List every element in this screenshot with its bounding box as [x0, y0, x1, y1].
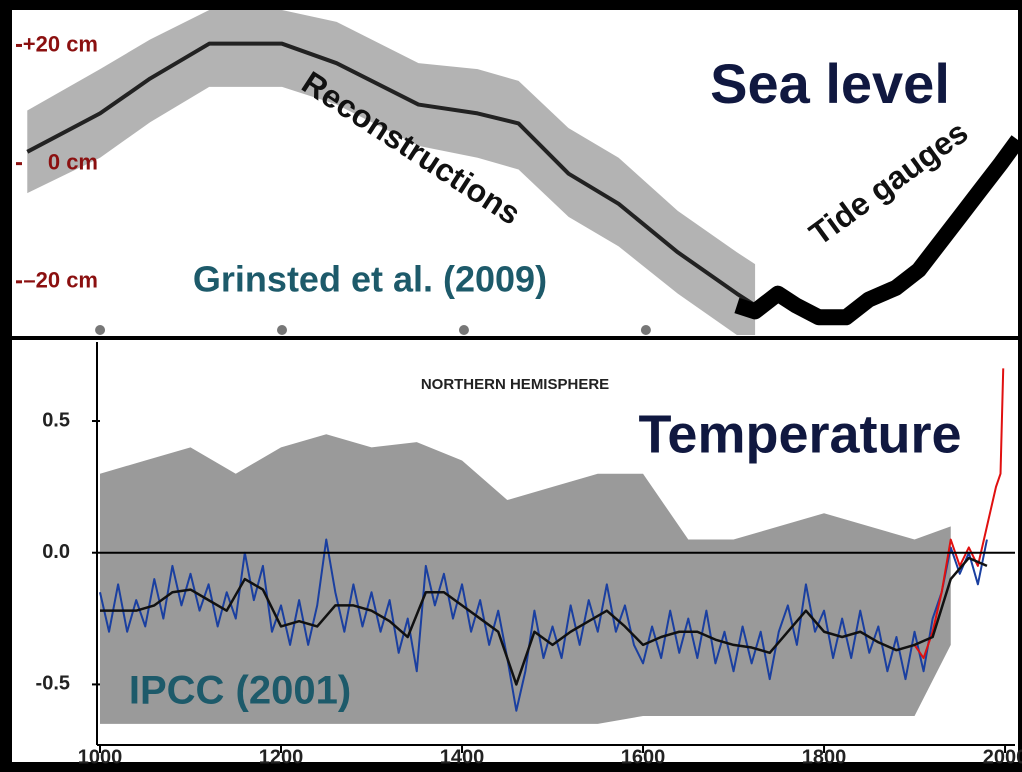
- uncertainty-band: [27, 10, 756, 335]
- annotation: IPCC (2001): [129, 669, 351, 713]
- x-tick-label: 1200: [259, 746, 304, 768]
- y-tick-label: -0.5: [36, 673, 70, 695]
- x-tick-dot: [95, 325, 106, 335]
- series-line: [99, 538, 988, 712]
- y-tick-label: 0.5: [42, 409, 70, 431]
- series-line: [100, 556, 988, 686]
- x-tick-label: 1000: [78, 746, 123, 768]
- x-tick-label: 2000: [983, 746, 1022, 768]
- y-tick-label: +20 cm: [23, 31, 98, 56]
- x-tick-dot: [640, 325, 651, 335]
- y-tick-label: 0 cm: [48, 149, 98, 174]
- x-tick-label: 1800: [802, 746, 847, 768]
- x-tick-label: 1400: [440, 746, 485, 768]
- series-line: [913, 368, 1005, 660]
- annotation: Grinsted et al. (2009): [193, 259, 547, 300]
- x-tick-dot: [277, 325, 288, 335]
- chart-title: Temperature: [638, 404, 961, 464]
- series-line: [26, 41, 757, 308]
- chart-subtitle: NORTHERN HEMISPHERE: [421, 376, 609, 393]
- plot-area: [99, 368, 1005, 724]
- x-tick-dot: [458, 325, 469, 335]
- chart-title: Sea level: [710, 52, 950, 115]
- y-tick-label: 0.0: [42, 541, 70, 563]
- series-line: [734, 135, 1018, 326]
- x-tick-label: 1600: [621, 746, 666, 768]
- plot-area: [26, 10, 1018, 335]
- y-tick-label: –20 cm: [23, 268, 98, 293]
